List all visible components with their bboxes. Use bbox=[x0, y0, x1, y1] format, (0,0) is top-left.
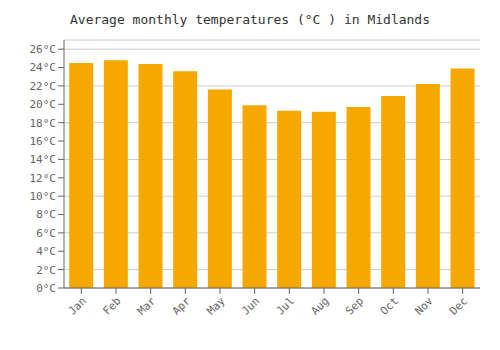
svg-text:18°C: 18°C bbox=[30, 117, 57, 130]
html-text:Average monthly temperatures (: Average monthly temperatures (°C ) in Mi… bbox=[70, 12, 430, 27]
svg-text:Jul: Jul bbox=[274, 294, 297, 317]
svg-text:26°C: 26°C bbox=[30, 43, 57, 56]
svg-text:Aug: Aug bbox=[308, 294, 331, 317]
svg-text:Oct: Oct bbox=[378, 294, 401, 317]
svg-text:Feb: Feb bbox=[100, 294, 123, 317]
svg-text:0°C: 0°C bbox=[36, 282, 56, 295]
svg-text:Jan: Jan bbox=[66, 294, 89, 317]
svg-text:24°C: 24°C bbox=[30, 61, 57, 74]
svg-text:16°C: 16°C bbox=[30, 135, 57, 148]
svg-text:Nov: Nov bbox=[412, 294, 436, 318]
svg-text:14°C: 14°C bbox=[30, 153, 57, 166]
svg-text:20°C: 20°C bbox=[30, 98, 57, 111]
svg-text:2°C: 2°C bbox=[36, 264, 56, 277]
svg-text:Jun: Jun bbox=[239, 294, 262, 317]
svg-text:Dec: Dec bbox=[447, 294, 470, 317]
svg-text:12°C: 12°C bbox=[30, 172, 57, 185]
svg-text:4°C: 4°C bbox=[36, 245, 56, 258]
svg-text:22°C: 22°C bbox=[30, 80, 57, 93]
svg-text:Sep: Sep bbox=[343, 294, 366, 317]
svg-text:May: May bbox=[204, 294, 228, 318]
svg-text:Mar: Mar bbox=[135, 294, 159, 318]
svg-text:8°C: 8°C bbox=[36, 208, 56, 221]
svg-text:Apr: Apr bbox=[170, 294, 194, 318]
svg-text:10°C: 10°C bbox=[30, 190, 57, 203]
svg-text:6°C: 6°C bbox=[36, 227, 56, 240]
